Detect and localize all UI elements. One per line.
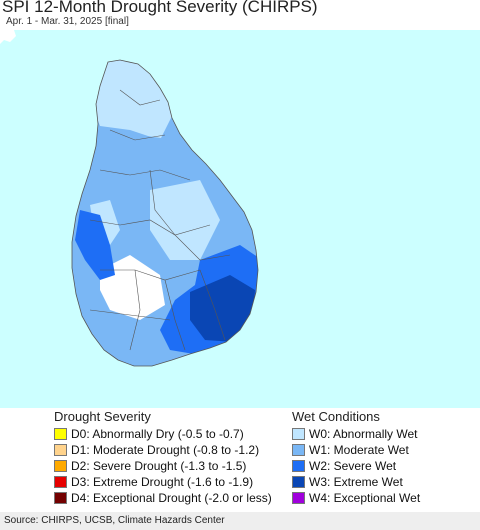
legend-swatch-d3 bbox=[54, 476, 67, 488]
legend-swatch-d1 bbox=[54, 444, 67, 456]
legend-label: W0: Abnormally Wet bbox=[309, 427, 418, 441]
india-coast bbox=[0, 30, 16, 44]
district-boundaries bbox=[89, 89, 231, 351]
legend-swatch-w2 bbox=[292, 460, 305, 472]
legend-label: W2: Severe Wet bbox=[309, 459, 397, 473]
legend-item-d4: D4: Exceptional Drought (-2.0 or less) bbox=[54, 490, 272, 506]
drought-map bbox=[0, 30, 480, 408]
map-title: SPI 12-Month Drought Severity (CHIRPS) bbox=[2, 0, 318, 16]
legend-item-w3: W3: Extreme Wet bbox=[292, 474, 420, 490]
legend-item-w2: W2: Severe Wet bbox=[292, 458, 420, 474]
legend-item-d2: D2: Severe Drought (-1.3 to -1.5) bbox=[54, 458, 272, 474]
w0-region-north bbox=[90, 60, 175, 140]
legend-swatch-d2 bbox=[54, 460, 67, 472]
legend-label: W4: Exceptional Wet bbox=[309, 491, 421, 505]
legend-label: D0: Abnormally Dry (-0.5 to -0.7) bbox=[71, 427, 244, 441]
legend-swatch-w0 bbox=[292, 428, 305, 440]
drought-legend-title: Drought Severity bbox=[54, 409, 151, 424]
wet-legend: Wet Conditions W0: Abnormally Wet W1: Mod… bbox=[292, 408, 420, 514]
legend-swatch-w1 bbox=[292, 444, 305, 456]
legend-swatch-w3 bbox=[292, 476, 305, 488]
legend-item-d0: D0: Abnormally Dry (-0.5 to -0.7) bbox=[54, 426, 272, 442]
legend-item-d1: D1: Moderate Drought (-0.8 to -1.2) bbox=[54, 442, 272, 458]
map-subtitle: Apr. 1 - Mar. 31, 2025 [final] bbox=[6, 16, 129, 27]
legend-label: D1: Moderate Drought (-0.8 to -1.2) bbox=[71, 443, 260, 457]
wet-legend-title: Wet Conditions bbox=[292, 409, 380, 424]
coastline bbox=[71, 59, 259, 367]
source-footer: Source: CHIRPS, UCSB, Climate Hazards Ce… bbox=[0, 512, 480, 530]
legend-item-w0: W0: Abnormally Wet bbox=[292, 426, 420, 442]
legend-swatch-w4 bbox=[292, 492, 305, 504]
legend-item-w4: W4: Exceptional Wet bbox=[292, 490, 420, 506]
legend-label: D4: Exceptional Drought (-2.0 or less) bbox=[71, 491, 272, 505]
normal-region-center bbox=[100, 255, 165, 320]
legend-label: W3: Extreme Wet bbox=[309, 475, 403, 489]
legend-swatch-d4 bbox=[54, 492, 67, 504]
w3-region-southeast bbox=[190, 275, 255, 342]
legend-label: D3: Extreme Drought (-1.6 to -1.9) bbox=[71, 475, 254, 489]
legend-item-w1: W1: Moderate Wet bbox=[292, 442, 420, 458]
drought-legend: Drought Severity D0: Abnormally Dry (-0.… bbox=[54, 408, 272, 514]
w2-region-west bbox=[75, 210, 115, 280]
legend-swatch-d0 bbox=[54, 428, 67, 440]
legend-item-d3: D3: Extreme Drought (-1.6 to -1.9) bbox=[54, 474, 272, 490]
legend-label: D2: Severe Drought (-1.3 to -1.5) bbox=[71, 459, 247, 473]
legend-label: W1: Moderate Wet bbox=[309, 443, 409, 457]
w0-region-center bbox=[150, 180, 220, 260]
